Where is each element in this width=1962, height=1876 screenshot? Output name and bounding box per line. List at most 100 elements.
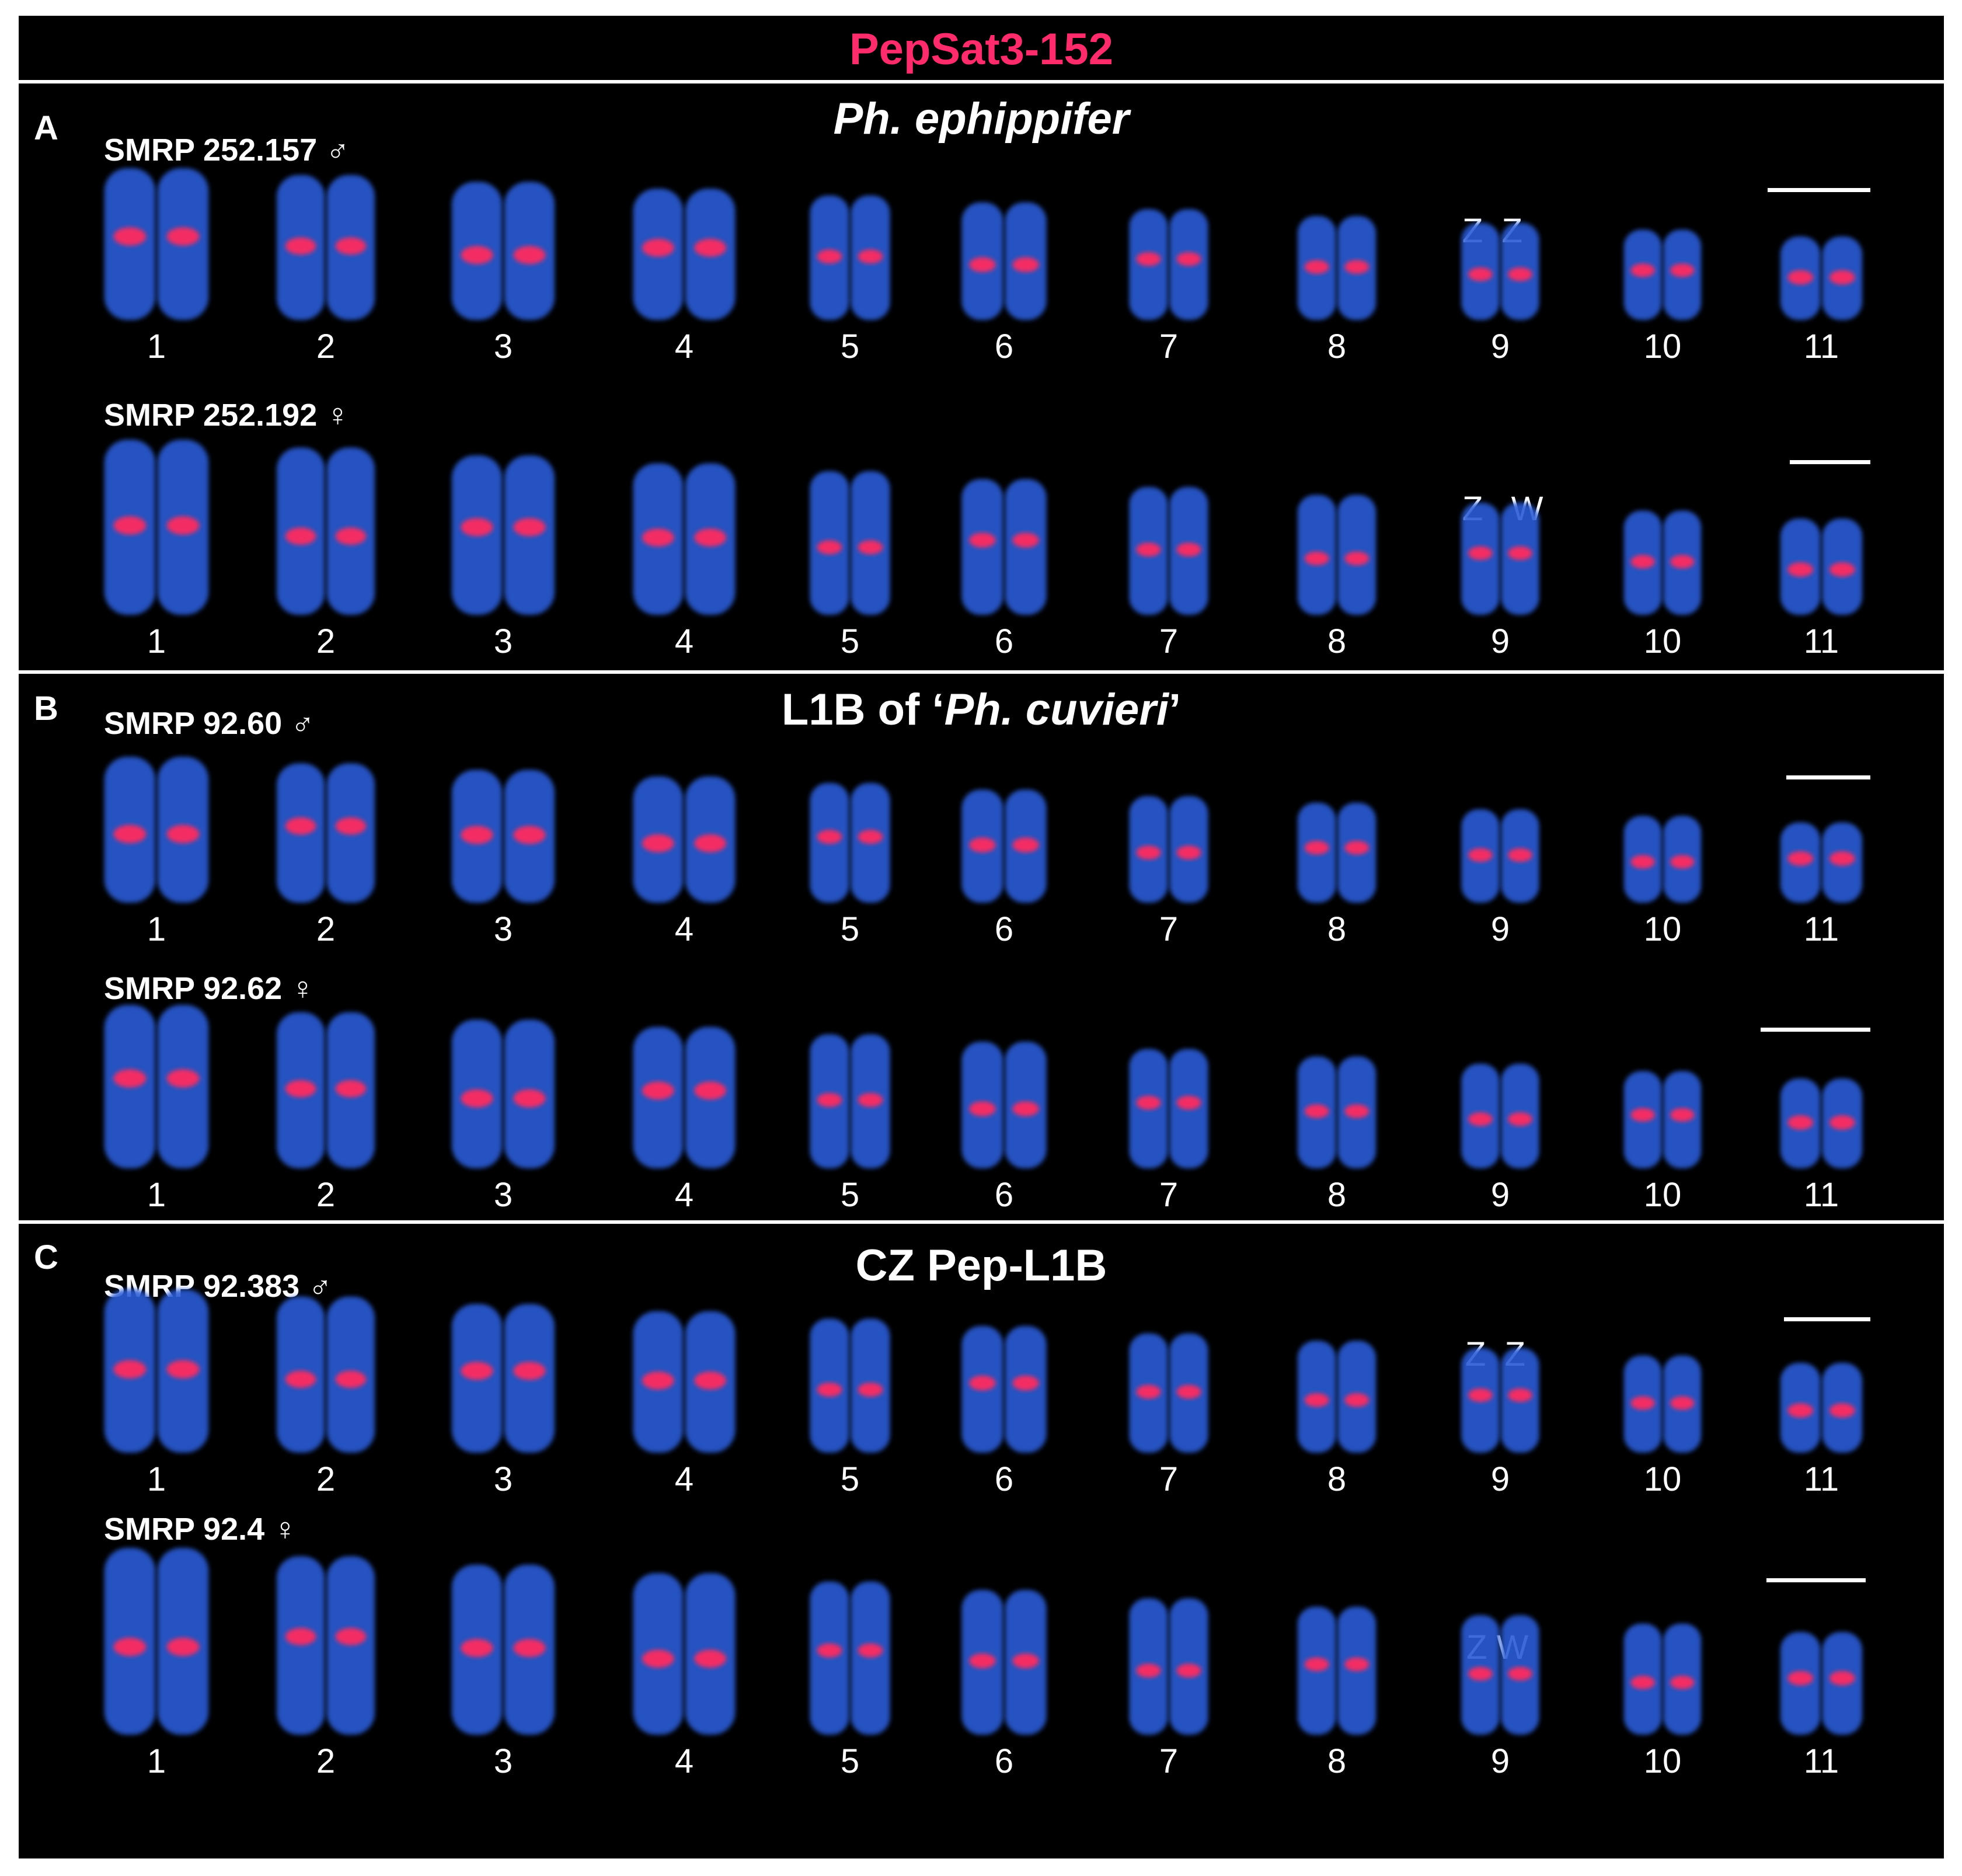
chromosome-pair	[810, 1318, 890, 1453]
fish-signal	[969, 1375, 996, 1391]
chromosome-number: 5	[840, 910, 860, 948]
chromosome-number: 10	[1643, 328, 1682, 366]
chromosome-pair	[1461, 809, 1539, 903]
fish-signal	[858, 1643, 883, 1658]
chromosome-pair	[104, 440, 209, 615]
fish-signal	[285, 237, 316, 255]
fish-signal	[1344, 840, 1369, 855]
fish-signal	[1630, 263, 1655, 277]
fish-signal	[1630, 555, 1655, 569]
panel-letter-b: B	[34, 690, 58, 728]
specimen-id: SMRP 252.192	[104, 398, 318, 433]
fish-signal	[335, 1628, 367, 1645]
fish-signal	[1468, 1666, 1493, 1681]
chromosome-number: 2	[316, 910, 336, 948]
fish-signal	[1176, 1095, 1201, 1110]
female-symbol-icon: ♀	[326, 398, 350, 433]
fish-signal	[166, 824, 200, 844]
chromosome-number: 11	[1803, 1176, 1839, 1214]
chromosome-pair	[633, 1311, 736, 1453]
fish-signal	[1176, 542, 1201, 557]
fish-signal	[113, 1069, 147, 1088]
chromosome-number: 7	[1159, 622, 1179, 660]
chromosome-number: 10	[1643, 1460, 1682, 1498]
chromosome-number: 3	[493, 328, 513, 366]
chromosome-pair	[451, 1019, 555, 1168]
fish-signal	[1136, 1384, 1161, 1399]
chromosome-number: 7	[1159, 1176, 1179, 1214]
fish-signal	[335, 1080, 367, 1098]
chromosome-number: 5	[840, 1176, 860, 1214]
fish-signal	[1508, 848, 1532, 862]
chromosome-pair	[961, 202, 1047, 320]
specimen-label-a2: SMRP 252.192 ♀	[104, 397, 350, 433]
chromosome-pair	[1780, 236, 1863, 320]
chromosome-number: 10	[1643, 1176, 1682, 1214]
fish-signal	[113, 516, 147, 535]
fish-signal	[1508, 1666, 1532, 1681]
fish-signal	[694, 528, 727, 547]
fish-signal	[642, 238, 674, 257]
chromosome-pair	[276, 1556, 375, 1735]
fish-signal	[513, 826, 546, 844]
chromosome-pair	[104, 168, 209, 320]
fish-signal	[1829, 851, 1855, 866]
chromosome-pair	[451, 770, 555, 903]
chromosome-pair	[1129, 1598, 1208, 1735]
fish-signal	[694, 1081, 727, 1100]
scale-bar-a2	[1790, 460, 1870, 464]
chromosome-pair	[1297, 215, 1376, 320]
chromosome-number: 5	[840, 1742, 860, 1780]
chromosome-number: 4	[674, 1176, 694, 1214]
chromosome-number: 7	[1159, 328, 1179, 366]
chromosome-pair	[451, 182, 555, 320]
fish-signal	[1176, 252, 1201, 266]
fish-signal	[461, 1638, 493, 1658]
specimen-label-b2: SMRP 92.62 ♀	[104, 970, 315, 1007]
chromosome-pair	[1129, 1333, 1208, 1453]
chromosome-number: 1	[147, 1460, 166, 1498]
fish-signal	[642, 1081, 674, 1100]
chromosome-pair	[1129, 209, 1208, 320]
chromosome-pair	[961, 1326, 1047, 1453]
fish-signal	[1508, 267, 1532, 281]
chromosome-number: 6	[994, 622, 1014, 660]
fish-signal	[1012, 1375, 1039, 1391]
chromosome	[276, 1556, 325, 1735]
scale-bar-c1	[1784, 1317, 1870, 1321]
fish-signal	[858, 540, 883, 555]
chromosome-number: 1	[147, 910, 166, 948]
fish-signal	[817, 1643, 842, 1658]
fish-signal	[1670, 1396, 1695, 1410]
fish-signal	[335, 237, 367, 255]
fish-signal	[166, 227, 200, 246]
fish-signal	[1468, 848, 1493, 862]
fish-signal	[1787, 562, 1814, 577]
fish-signal	[642, 1649, 674, 1668]
fish-signal	[1670, 855, 1695, 869]
fish-signal	[1136, 252, 1161, 266]
fish-signal	[642, 1372, 674, 1390]
fish-signal	[166, 1360, 200, 1379]
chromosome-pair	[451, 1564, 555, 1735]
separator-panel-c	[19, 1220, 1944, 1224]
chromosome-number: 11	[1803, 910, 1839, 948]
fish-signal	[817, 830, 842, 844]
chromosome-pair	[1461, 222, 1539, 320]
fish-signal	[285, 1080, 316, 1098]
chromosome-number: 6	[994, 1742, 1014, 1780]
chromosome-number: 8	[1327, 1176, 1347, 1214]
fish-signal	[1670, 1675, 1695, 1690]
chromosome-number: 2	[316, 1742, 336, 1780]
fish-signal	[969, 1653, 996, 1669]
fish-signal	[858, 249, 883, 264]
fish-signal	[969, 837, 996, 852]
chromosome-number: 4	[674, 328, 694, 366]
chromosome-number: 10	[1643, 622, 1682, 660]
scale-bar-a1	[1768, 188, 1870, 192]
specimen-label-b1: SMRP 92.60 ♂	[104, 705, 315, 742]
chromosome-number: 8	[1327, 1742, 1347, 1780]
fish-signal	[1670, 555, 1695, 569]
fish-signal	[461, 518, 493, 537]
chromosome-number: 3	[493, 1176, 513, 1214]
